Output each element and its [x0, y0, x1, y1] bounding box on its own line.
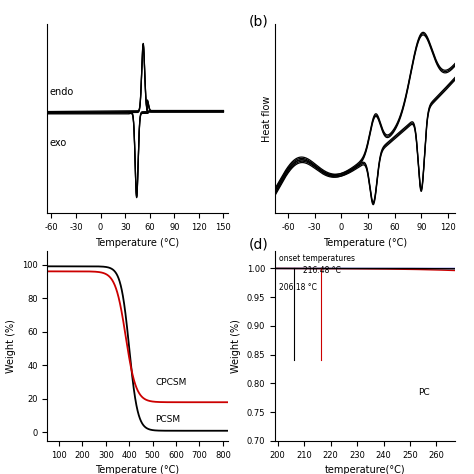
Text: (b): (b)	[249, 14, 269, 28]
Text: 206.18 °C: 206.18 °C	[279, 283, 317, 292]
X-axis label: temperature(°C): temperature(°C)	[325, 465, 405, 474]
Text: exo: exo	[49, 138, 66, 148]
X-axis label: Temperature (°C): Temperature (°C)	[323, 237, 407, 247]
Y-axis label: Heat flow: Heat flow	[262, 95, 272, 142]
Text: PCSM: PCSM	[155, 415, 180, 424]
X-axis label: Temperature (°C): Temperature (°C)	[95, 237, 180, 247]
Y-axis label: Weight (%): Weight (%)	[6, 319, 17, 373]
Text: (d): (d)	[249, 237, 269, 251]
Y-axis label: Weight (%): Weight (%)	[231, 319, 241, 373]
Text: 216.48 °C: 216.48 °C	[303, 265, 341, 274]
Text: onset temperatures: onset temperatures	[279, 254, 355, 263]
Text: CPCSM: CPCSM	[155, 378, 186, 387]
Text: endo: endo	[49, 87, 73, 97]
Text: PC: PC	[418, 388, 429, 397]
X-axis label: Temperature (°C): Temperature (°C)	[95, 465, 180, 474]
